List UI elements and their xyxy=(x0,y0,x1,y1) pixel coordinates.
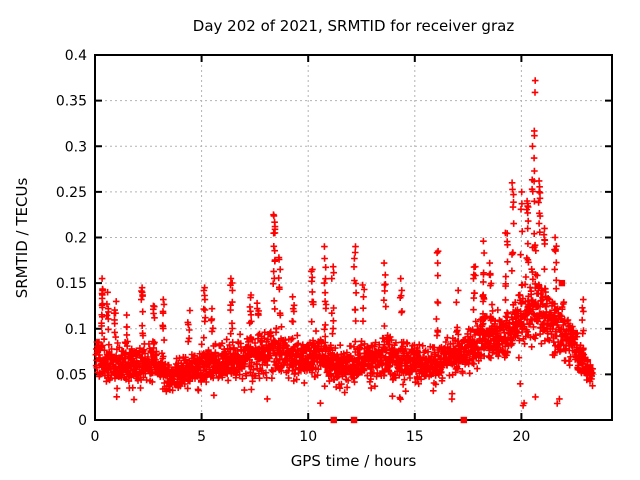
event-square-marker xyxy=(350,416,358,424)
chart-title: Day 202 of 2021, SRMTID for receiver gra… xyxy=(192,17,515,35)
event-square-marker xyxy=(558,279,566,287)
scatter-points xyxy=(92,77,596,409)
x-tick-label: 0 xyxy=(91,429,100,445)
x-tick-label: 10 xyxy=(299,429,317,445)
y-tick-label: 0.25 xyxy=(56,185,87,201)
y-tick-label: 0.2 xyxy=(65,231,87,247)
y-tick-label: 0.35 xyxy=(56,94,87,110)
y-tick-label: 0.1 xyxy=(65,322,87,338)
event-square-marker xyxy=(460,416,468,424)
x-tick-label: 5 xyxy=(197,429,206,445)
x-axis-label: GPS time / hours xyxy=(290,452,417,470)
x-tick-label: 20 xyxy=(512,429,530,445)
y-tick-label: 0.05 xyxy=(56,367,87,383)
y-tick-label: 0.4 xyxy=(65,48,87,64)
event-square-marker xyxy=(330,416,337,424)
y-tick-label: 0.15 xyxy=(56,276,87,292)
y-tick-label: 0 xyxy=(78,413,87,429)
y-axis-label: SRMTID / TECUs xyxy=(13,177,31,299)
y-tick-label: 0.3 xyxy=(65,139,87,155)
x-tick-label: 15 xyxy=(406,429,424,445)
